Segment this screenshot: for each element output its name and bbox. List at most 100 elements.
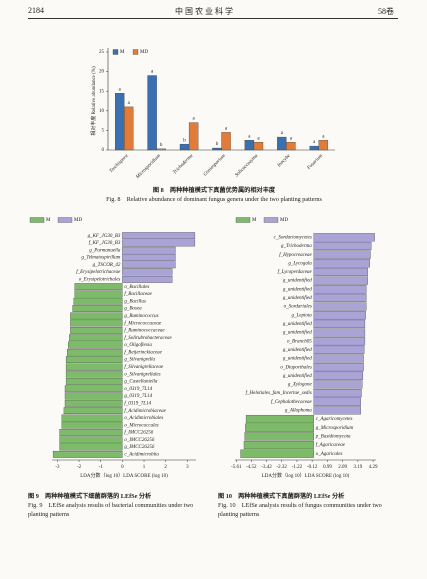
taxon-label: g_Microsporidium xyxy=(316,426,354,431)
x-tick-label: 1 xyxy=(143,465,146,470)
taxon-label: f_IMCC26256 xyxy=(124,431,153,436)
legend-swatch xyxy=(29,217,45,223)
legend-label: M xyxy=(120,50,125,55)
lda-bar xyxy=(122,239,196,247)
x-tick-label: -2.32 xyxy=(277,465,288,470)
x-tick-label: 4.29 xyxy=(369,465,378,470)
lda-bar xyxy=(245,414,314,424)
taxon-label: g_Bosea xyxy=(124,307,142,312)
taxon-label: g_unidentified xyxy=(283,357,312,362)
lda-bar xyxy=(313,337,366,346)
legend-label: M xyxy=(252,218,257,223)
bar xyxy=(253,142,264,151)
lda-bar xyxy=(64,399,123,407)
legend-label: MD xyxy=(140,50,148,55)
taxon-label: g_Castellaniella xyxy=(124,380,158,385)
figure-caption: 图 9 两种种植模式下细菌群落的 LEfSe 分析 Fig. 9 LEfSe a… xyxy=(28,492,208,519)
taxon-label: o_Micrococcales xyxy=(124,423,158,428)
lda-bar xyxy=(244,432,314,441)
taxon-label: g_Trichoderma xyxy=(281,244,312,249)
lda-bar xyxy=(313,371,364,380)
taxon-label: f_Silvanigrellaceae xyxy=(124,365,163,370)
y-tick-label: 5 xyxy=(102,129,105,134)
x-tick-label: -3.42 xyxy=(261,465,272,470)
significance-letter: a xyxy=(248,134,251,139)
lda-bar xyxy=(122,261,176,269)
lda-bar xyxy=(122,246,176,254)
taxon-label: f_Cephalothecaceae xyxy=(271,400,313,405)
significance-letter: b xyxy=(160,143,163,148)
lda-bar xyxy=(313,328,366,337)
bar xyxy=(147,75,157,151)
taxon-label: g_Allophoma xyxy=(285,409,312,414)
x-tick-label: 0.99 xyxy=(323,465,332,470)
x-tick-label: -1.22 xyxy=(292,465,303,470)
taxon-label: g_unidentified xyxy=(283,279,312,284)
taxon-label: f_KF_JG30_B3 xyxy=(89,241,121,246)
taxon-label: f_Hypocreaceae xyxy=(279,253,312,258)
taxon-label: g_Xylogone xyxy=(288,383,313,388)
x-tick-label: 3 xyxy=(186,465,189,470)
lda-bar xyxy=(63,407,123,415)
lda-bar xyxy=(59,443,123,451)
taxon-label: o_Oligoflexia xyxy=(124,343,152,348)
lda-bar xyxy=(69,334,123,342)
taxon-label: o_Acidimicrobiales xyxy=(124,416,163,421)
y-tick-label: 15 xyxy=(99,89,105,94)
lda-bar xyxy=(313,276,368,285)
caption-en: Fig. 8 Relative abundance of dominant fu… xyxy=(106,196,322,203)
significance-letter: a xyxy=(225,127,228,132)
x-tick-label: Trichoderma xyxy=(172,153,194,175)
taxon-label: g_Ruminococcus xyxy=(124,314,158,319)
lda-bar xyxy=(122,268,173,276)
significance-letter: a xyxy=(192,117,195,122)
x-tick-label: -1 xyxy=(99,465,104,470)
lda-bar xyxy=(313,380,363,389)
taxon-label: g_unidentified xyxy=(283,374,312,379)
legend-label: MD xyxy=(280,218,288,223)
taxon-label: g_Bacillus xyxy=(124,299,145,304)
bar xyxy=(277,136,287,151)
lda-bar xyxy=(243,440,314,450)
lda-bar xyxy=(65,378,123,385)
volume: 58卷 xyxy=(378,7,394,16)
taxon-label: o_Bacillales xyxy=(124,285,149,290)
lda-bar xyxy=(313,285,367,294)
lda-bar xyxy=(70,319,123,327)
journal-name: 中 国 农 业 科 学 xyxy=(175,7,233,16)
lda-bar xyxy=(122,254,176,261)
x-tick-label: Solicoccozyma xyxy=(235,153,260,178)
x-axis-label: LDA分数（log 10）LDA SCORE (log 10) xyxy=(80,472,168,479)
legend-swatch xyxy=(57,217,73,223)
lda-bar xyxy=(67,348,123,356)
y-tick-label: 20 xyxy=(99,70,105,75)
taxon-label: f_Bacillaceae xyxy=(124,292,152,297)
x-tick-label: Trechispora xyxy=(109,153,130,174)
taxon-label: f_Helotiales_fam_Incertae_sedis xyxy=(246,391,312,396)
x-axis-label: LDA分数（log 10）LDA SCORE (log 10) xyxy=(262,472,350,479)
taxon-label: o_Erysipelotrichales xyxy=(79,278,121,283)
bar xyxy=(114,93,125,151)
lda-bar xyxy=(61,414,123,422)
y-tick-label: 25 xyxy=(99,50,105,55)
lda-bar xyxy=(72,305,123,312)
significance-letter: b xyxy=(216,142,219,147)
lda-bar xyxy=(240,449,314,458)
x-tick-label: 2.09 xyxy=(338,465,347,470)
taxon-label: g_unidentified xyxy=(283,296,312,301)
lda-bar xyxy=(313,241,372,251)
x-tick-label: Microsporidium xyxy=(135,153,162,180)
lda-bar xyxy=(313,311,366,320)
taxon-label: o_Diaporthales xyxy=(280,365,311,370)
bar xyxy=(318,140,329,151)
caption-cn: 图 9 两种种植模式下细菌群落的 LEfSe 分析 xyxy=(28,493,152,500)
taxon-label: o_Sordariales xyxy=(284,305,312,310)
lda-bar xyxy=(64,385,123,393)
lda-bar xyxy=(65,356,123,363)
lda-bar xyxy=(245,423,314,432)
legend-label: M xyxy=(46,218,51,223)
significance-letter: a xyxy=(281,131,284,136)
taxon-label: g_TSCOR_42 xyxy=(93,263,121,268)
significance-letter: a xyxy=(290,136,293,141)
